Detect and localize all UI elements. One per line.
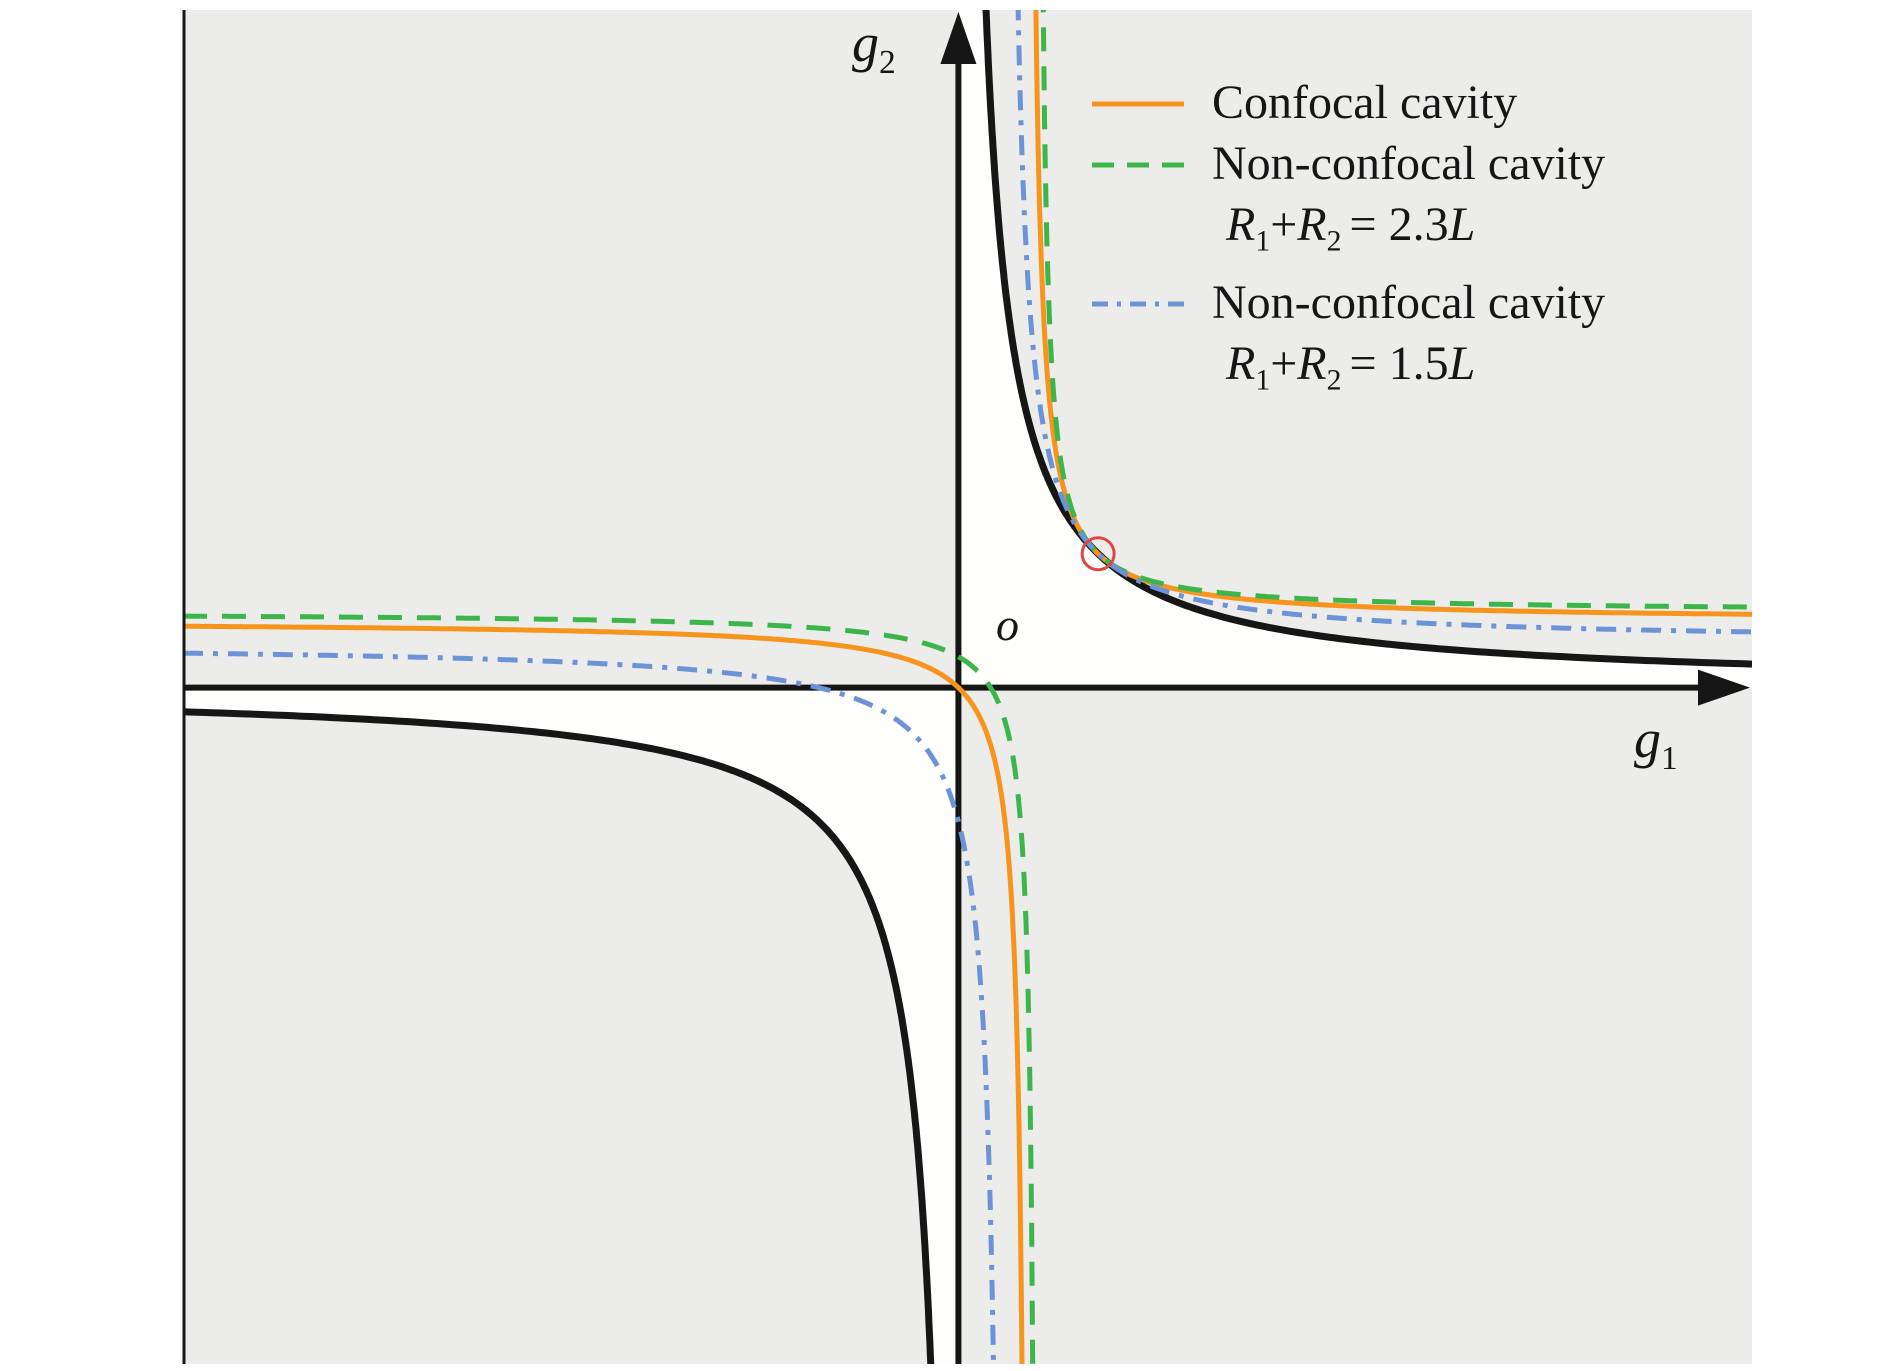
legend-formula: R1+R2 = 2.3L [1226,198,1476,258]
origin-label: o [996,599,1019,650]
legend-item-confocal: Confocal cavity [1090,72,1605,133]
legend-item-nonconfocal-1p5L: Non-confocal cavity R1+R2 = 1.5L [1090,272,1605,411]
legend-item-nonconfocal-2p3L: Non-confocal cavity R1+R2 = 2.3L [1090,133,1605,272]
tangent-point-marker [1080,536,1116,572]
legend-sample-dashed [1092,162,1184,168]
curve-nonconfocal-1p5L-branch2 [1015,10,1752,635]
x-axis-arrow [1698,669,1750,706]
legend-sample-solid [1092,101,1184,107]
curve-nonconfocal-2p3L-branch2 [1040,10,1752,610]
legend: Confocal cavity Non-confocal cavity R1+R… [1090,72,1605,410]
stable-region-q3 [183,687,959,1364]
curve-nonconfocal-1p5L-branch1 [183,650,996,1364]
y-axis-label: g2 [852,13,896,81]
legend-label: Non-confocal cavity [1212,275,1606,329]
legend-formula: R1+R2 = 1.5L [1226,336,1476,397]
curve-confocal-branch1 [183,623,1025,1364]
stability-boundary-q3 [183,708,935,1364]
legend-label: Confocal cavity [1212,76,1518,129]
curve-nonconfocal-2p3L-branch1 [183,613,1036,1364]
stable-region-q1 [958,10,1752,688]
legend-sample-dashdot [1092,301,1184,307]
x-axis-label: g1 [1634,709,1678,777]
legend-label: Non-confocal cavity [1212,137,1606,190]
y-axis-arrow [940,12,977,64]
